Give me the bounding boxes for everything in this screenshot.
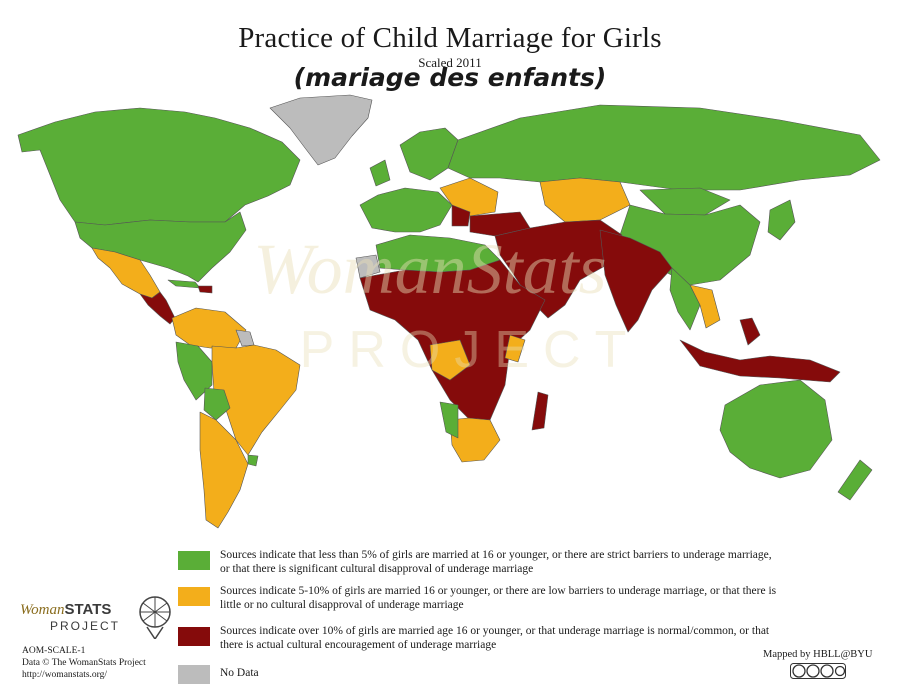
kazakhstan <box>539 177 631 223</box>
central-america <box>139 291 176 325</box>
east-africa-orange <box>504 334 526 363</box>
uk <box>369 159 391 187</box>
philippines <box>739 317 761 346</box>
indonesia <box>679 339 841 383</box>
balkans <box>451 204 471 227</box>
legend-swatch <box>178 587 210 606</box>
namibia <box>439 401 459 439</box>
logo-brand-b: STATS <box>64 601 112 618</box>
logo-wordmark: WomanSTATS <box>20 601 111 619</box>
map-credit: Mapped by HBLL@BYU <box>763 649 873 660</box>
world-map <box>17 94 881 529</box>
india <box>599 229 673 333</box>
overlay-title: (mariage des enfants) <box>293 63 607 92</box>
source-url: http://womanstats.org/ <box>22 670 108 680</box>
legend-label: No Data <box>220 667 259 679</box>
logo-brand-a: Woman <box>20 602 65 618</box>
congo-orange <box>429 339 471 381</box>
legend-swatch <box>178 627 210 646</box>
greenland <box>269 94 373 166</box>
western-europe <box>359 187 453 233</box>
legend-swatch <box>178 551 210 570</box>
map-subtitle: Scaled 2011 <box>418 55 482 70</box>
uruguay <box>247 454 259 467</box>
haiti <box>197 285 213 294</box>
venezuela-colombia <box>171 307 247 349</box>
legend-label: Sources indicate 5-10% of girls are marr… <box>220 585 777 611</box>
scandinavia <box>399 127 459 181</box>
logo-project: PROJECT <box>50 619 121 633</box>
source-lines: AOM-SCALE-1 Data © The WomanStats Projec… <box>22 645 146 681</box>
australia <box>719 379 833 479</box>
peru <box>175 341 213 401</box>
russia <box>447 104 881 191</box>
western-sahara <box>355 254 381 279</box>
map-title: Practice of Child Marriage for Girls <box>238 22 662 54</box>
indochina <box>689 284 721 329</box>
legend-label: Sources indicate that less than 5% of gi… <box>220 549 772 575</box>
sahel-central-africa <box>359 259 546 421</box>
japan <box>767 199 796 241</box>
canada <box>17 107 301 226</box>
legend-label: Sources indicate over 10% of girls are m… <box>220 625 770 651</box>
creative-commons-icon <box>790 663 846 679</box>
cuba <box>167 279 201 289</box>
source-scale-id: AOM-SCALE-1 <box>22 646 86 656</box>
legend-swatch <box>178 665 210 684</box>
new-zealand <box>837 459 873 501</box>
madagascar <box>531 391 549 431</box>
bolivia <box>203 387 231 421</box>
source-copyright: Data © The WomanStats Project <box>22 658 146 668</box>
mongolia <box>639 187 731 216</box>
womanstats-logo: WomanSTATS PROJECT <box>20 595 171 645</box>
southern-africa <box>449 417 501 463</box>
globe-icon <box>139 596 171 639</box>
argentina-chile <box>199 411 249 529</box>
